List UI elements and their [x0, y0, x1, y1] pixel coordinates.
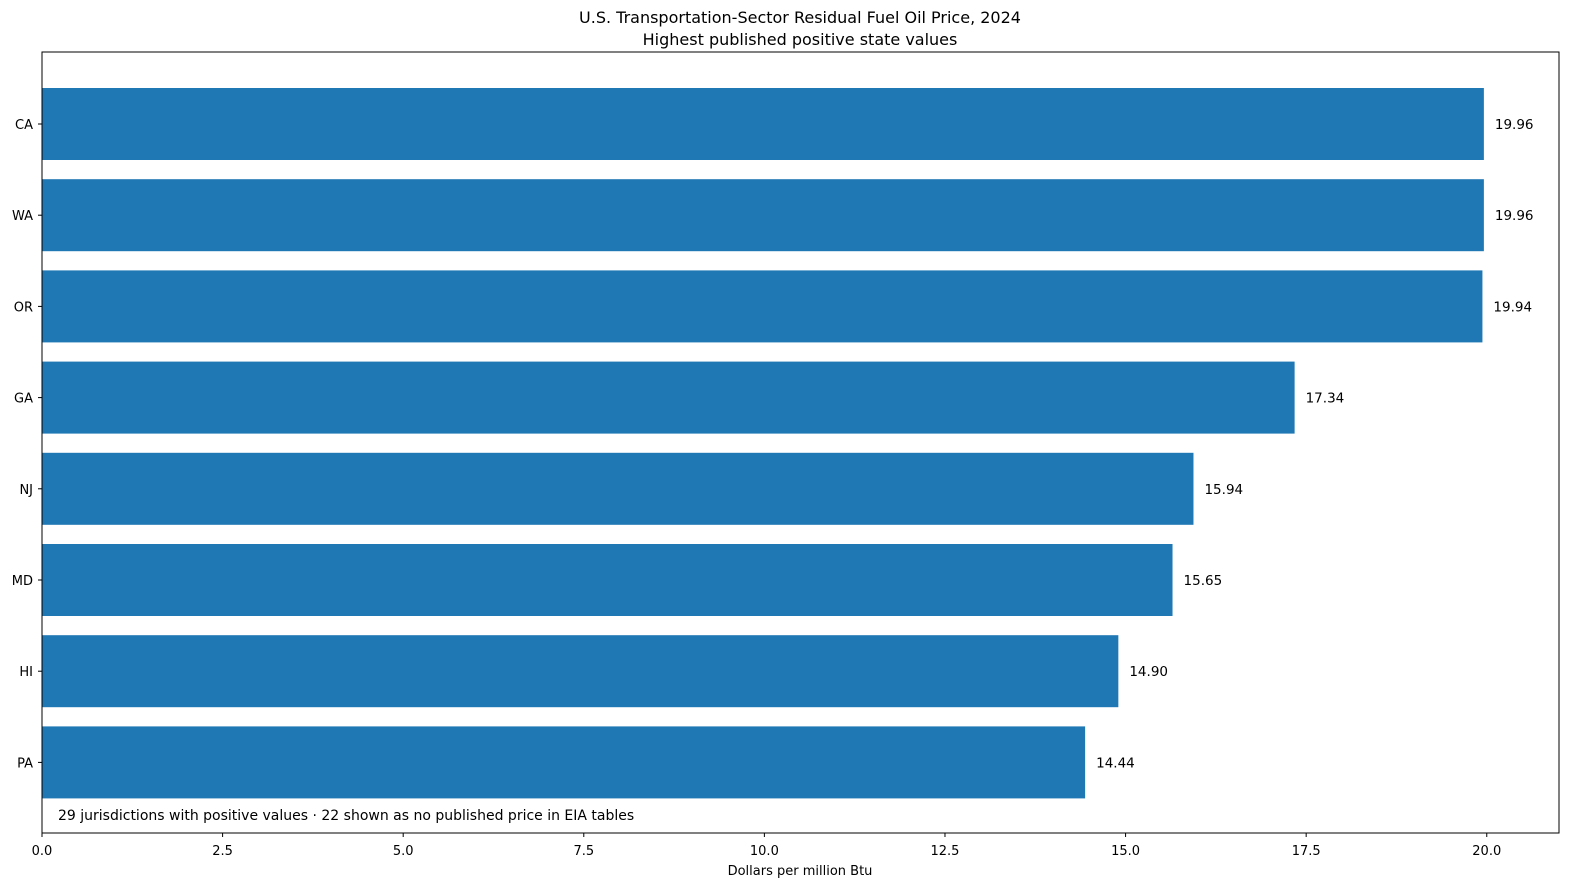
chart-subtitle: Highest published positive state values	[643, 30, 958, 49]
bar-value-label: 19.96	[1495, 117, 1534, 133]
x-tick-label: 20.0	[1472, 844, 1501, 859]
y-tick-label: CA	[15, 118, 33, 133]
y-tick-label: PA	[17, 756, 33, 771]
bar-value-label: 15.94	[1204, 482, 1243, 498]
bars-group	[42, 88, 1484, 799]
x-tick-label: 15.0	[1111, 844, 1140, 859]
x-axis-label: Dollars per million Btu	[728, 864, 873, 879]
x-tick-label: 10.0	[750, 844, 779, 859]
bar-value-label: 15.65	[1184, 573, 1223, 589]
x-tick-label: 2.5	[212, 844, 233, 859]
bar-wa	[42, 179, 1484, 252]
bar-ca	[42, 88, 1484, 160]
y-tick-label: GA	[14, 392, 33, 407]
y-axis: CA WA OR GA NJ MD HI PA	[12, 118, 42, 771]
x-tick-label: 0.0	[32, 844, 53, 859]
y-tick-label: HI	[19, 665, 33, 680]
plot-frame	[41, 51, 1560, 834]
bar-value-label: 14.90	[1129, 664, 1168, 680]
y-tick-label: MD	[12, 574, 33, 589]
bar-md	[42, 544, 1173, 616]
y-tick-label: OR	[14, 300, 33, 315]
x-tick-label: 7.5	[573, 844, 594, 859]
bar-value-label: 19.94	[1493, 299, 1532, 315]
bar-nj	[42, 452, 1194, 525]
bar-value-label: 14.44	[1096, 755, 1135, 771]
bar-or	[42, 270, 1483, 343]
bar-pa	[42, 726, 1086, 799]
y-tick-label: NJ	[19, 483, 33, 498]
bar-value-label: 19.96	[1495, 208, 1534, 224]
chart-title: U.S. Transportation-Sector Residual Fuel…	[579, 8, 1021, 27]
bar-value-labels: 19.96 19.96 19.94 17.34 15.94 15.65 14.90 14.44	[1096, 117, 1533, 771]
x-tick-label: 12.5	[930, 844, 959, 859]
bar-hi	[42, 635, 1119, 708]
x-axis: 0.0 2.5 5.0 7.5 10.0 12.5 15.0 17.5 20.0	[32, 833, 1501, 859]
y-tick-label: WA	[12, 209, 33, 224]
bar-value-label: 17.34	[1306, 391, 1345, 407]
chart-annotation: 29 jurisdictions with positive values · …	[58, 808, 634, 824]
bar-ga	[42, 361, 1295, 434]
x-tick-label: 17.5	[1292, 844, 1321, 859]
x-tick-label: 5.0	[393, 844, 414, 859]
